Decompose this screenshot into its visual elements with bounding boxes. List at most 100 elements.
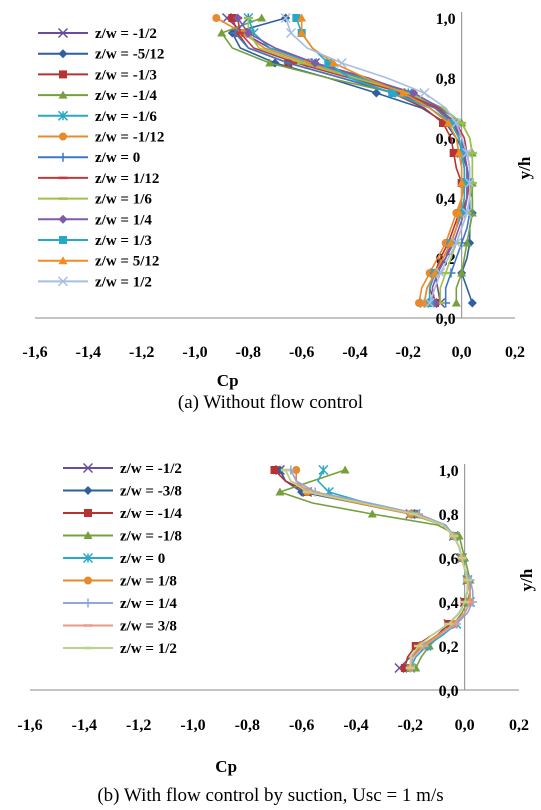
chart-a-x-tick-label: -0,4	[342, 344, 367, 361]
chart-a-legend-label: z/w = 0	[95, 150, 140, 166]
chart-a-data-point	[297, 13, 307, 22]
chart-a-legend-label: z/w = 1/12	[95, 171, 159, 187]
chart-a-legend-marker	[59, 236, 67, 244]
chart-b-x-tick-label: -0,4	[343, 717, 368, 734]
chart-b-x-tick-label: 0,2	[509, 717, 529, 734]
chart-a-data-point	[388, 89, 397, 97]
chart-b-legend-label: z/w = 0	[120, 551, 165, 567]
chart-b-y-tick-label: 0,6	[439, 551, 459, 568]
chart-b-x-tick-label: -1,0	[180, 717, 205, 734]
chart-panel-b: -1,6 -1,4 -1,2 -1,0 -0,8 -0,6 -0,4 -0,2 0,0 0,2 0,…	[0, 420, 541, 810]
chart-a-data-point	[447, 119, 455, 127]
chart-a-data-point	[457, 178, 467, 187]
chart-b-x-tick-label: 0,0	[455, 717, 475, 734]
chart-b-legend-label: z/w = 3/8	[120, 619, 177, 635]
chart-b-data-point	[318, 464, 329, 476]
chart-b-legend-entry: z/w = -1/4	[63, 506, 182, 522]
chart-a-y-tick-label: 0,8	[436, 71, 456, 88]
chart-b: -1,6 -1,4 -1,2 -1,0 -0,8 -0,6 -0,4 -0,2 0,0 0,2 0,…	[17, 461, 536, 776]
chart-a-legend-label: z/w = 1/2	[95, 274, 152, 290]
chart-a-series-line	[284, 17, 471, 304]
chart-a-data-point	[454, 208, 464, 217]
chart-a-data-point	[461, 147, 473, 159]
chart-a-legend-marker	[57, 27, 69, 39]
chart-a-data-point	[280, 12, 291, 24]
chart-a-legend-entry: z/w = 0	[38, 150, 140, 166]
chart-a-data-point	[460, 179, 469, 187]
chart-a-data-point	[233, 13, 243, 23]
chart-panel-a: -1,6 -1,4 -1,2 -1,0 -0,8 -0,6 -0,4 -0,2 0,0 0,2 0,…	[22, 11, 534, 413]
chart-b-legend-label: z/w = -1/8	[120, 529, 182, 545]
chart-a-data-point	[336, 57, 347, 69]
chart-a-data-point	[324, 59, 333, 67]
chart-a-y-tick-label: 0,4	[436, 191, 456, 208]
chart-b-legend-label: z/w = -1/4	[120, 506, 182, 522]
chart-a-y-tick-label: 0,6	[436, 131, 456, 148]
chart-a-y-tick-label: 0,0	[436, 311, 456, 328]
chart-a-legend-marker	[58, 256, 68, 265]
chart-a-legend-label: z/w = -1/6	[95, 109, 157, 125]
chart-b-data-point	[367, 509, 377, 518]
chart-b-legend-entry: z/w = -1/8	[63, 529, 182, 545]
chart-a-data-point	[446, 238, 456, 247]
chart-a-data-point	[451, 117, 462, 129]
chart-b-y-axis-title: y/h	[517, 568, 536, 591]
chart-a-data-point	[409, 88, 419, 98]
chart-b-legend-marker	[83, 486, 93, 495]
chart-a-data-point	[257, 13, 267, 22]
chart-b-x-tick-label: -0,8	[235, 717, 260, 734]
chart-b-y-tick-label: 0,0	[439, 683, 459, 700]
chart-b-y-tick-label: 0,8	[439, 507, 459, 524]
chart-a-legend-label: z/w = -5/12	[95, 47, 164, 63]
chart-b-data-point	[340, 465, 350, 474]
chart-b-legend-marker	[84, 576, 92, 585]
chart-a-data-point	[430, 268, 440, 277]
chart-a-data-point	[310, 58, 320, 68]
chart-a-legend-marker	[57, 110, 69, 121]
chart-a-data-point	[457, 268, 467, 277]
chart-a-data-point	[443, 118, 453, 127]
chart-a-legend-entry: z/w = 1/6	[38, 192, 152, 208]
chart-a-legend-label: z/w = -1/3	[95, 67, 157, 83]
chart-a: -1,6 -1,4 -1,2 -1,0 -0,8 -0,6 -0,4 -0,2 0,0 0,2 0,…	[22, 11, 534, 390]
chart-b-legend-label: z/w = 1/2	[120, 641, 177, 657]
chart-b-legend-marker	[82, 462, 94, 474]
chart-b-legend-entry: z/w = 0	[63, 551, 165, 567]
chart-b-legend-label: z/w = -3/8	[120, 484, 182, 500]
chart-a-data-point	[292, 14, 301, 22]
chart-b-legend-entry: z/w = 1/8	[63, 574, 177, 590]
chart-a-data-point	[419, 87, 430, 99]
chart-a-legend-entry: z/w = 1/3	[38, 233, 152, 249]
chart-b-legend-entry: z/w = 1/4	[63, 596, 177, 612]
chart-a-y-tick-label: 1,0	[436, 11, 456, 28]
chart-a-legend-entry: z/w = -1/6	[38, 109, 157, 125]
chart-a-data-point	[457, 149, 466, 157]
chart-a-legend-entry: z/w = -1/3	[38, 67, 157, 83]
chart-a-x-tick-label: -0,8	[236, 344, 261, 361]
chart-a-legend-entry: z/w = -1/2	[38, 26, 157, 42]
chart-b-legend-entry: z/w = 1/2	[63, 641, 177, 657]
chart-b-data-point	[400, 664, 409, 672]
chart-b-legend-label: z/w = -1/2	[120, 461, 182, 477]
caption-a: (a) Without flow control	[177, 392, 364, 413]
chart-a-series-13	[280, 12, 475, 309]
chart-a-data-point	[467, 298, 477, 308]
chart-b-x-tick-label: -0,2	[398, 717, 423, 734]
chart-a-data-point	[451, 237, 462, 249]
chart-b-legend-marker	[83, 598, 93, 608]
chart-a-series-line	[237, 17, 468, 304]
chart-a-legend-entry: z/w = -1/12	[38, 130, 164, 146]
chart-a-legend-label: z/w = -1/12	[95, 130, 164, 146]
chart-a-x-tick-label: 0,0	[452, 344, 472, 361]
chart-b-x-tick-label: -1,2	[126, 717, 151, 734]
chart-a-x-tick-label: -1,2	[129, 344, 154, 361]
chart-a-legend-label: z/w = -1/2	[95, 26, 157, 42]
chart-a-legend-label: z/w = 1/6	[95, 192, 152, 208]
chart-b-legend-marker	[82, 552, 94, 564]
chart-a-legend-entry: z/w = 1/12	[38, 171, 159, 187]
chart-b-data-point	[270, 466, 279, 474]
chart-a-data-point	[449, 149, 458, 157]
chart-b-x-tick-label: -1,6	[17, 717, 42, 734]
chart-a-data-point	[243, 28, 253, 38]
chart-b-y-tick-label: 1,0	[439, 463, 459, 480]
